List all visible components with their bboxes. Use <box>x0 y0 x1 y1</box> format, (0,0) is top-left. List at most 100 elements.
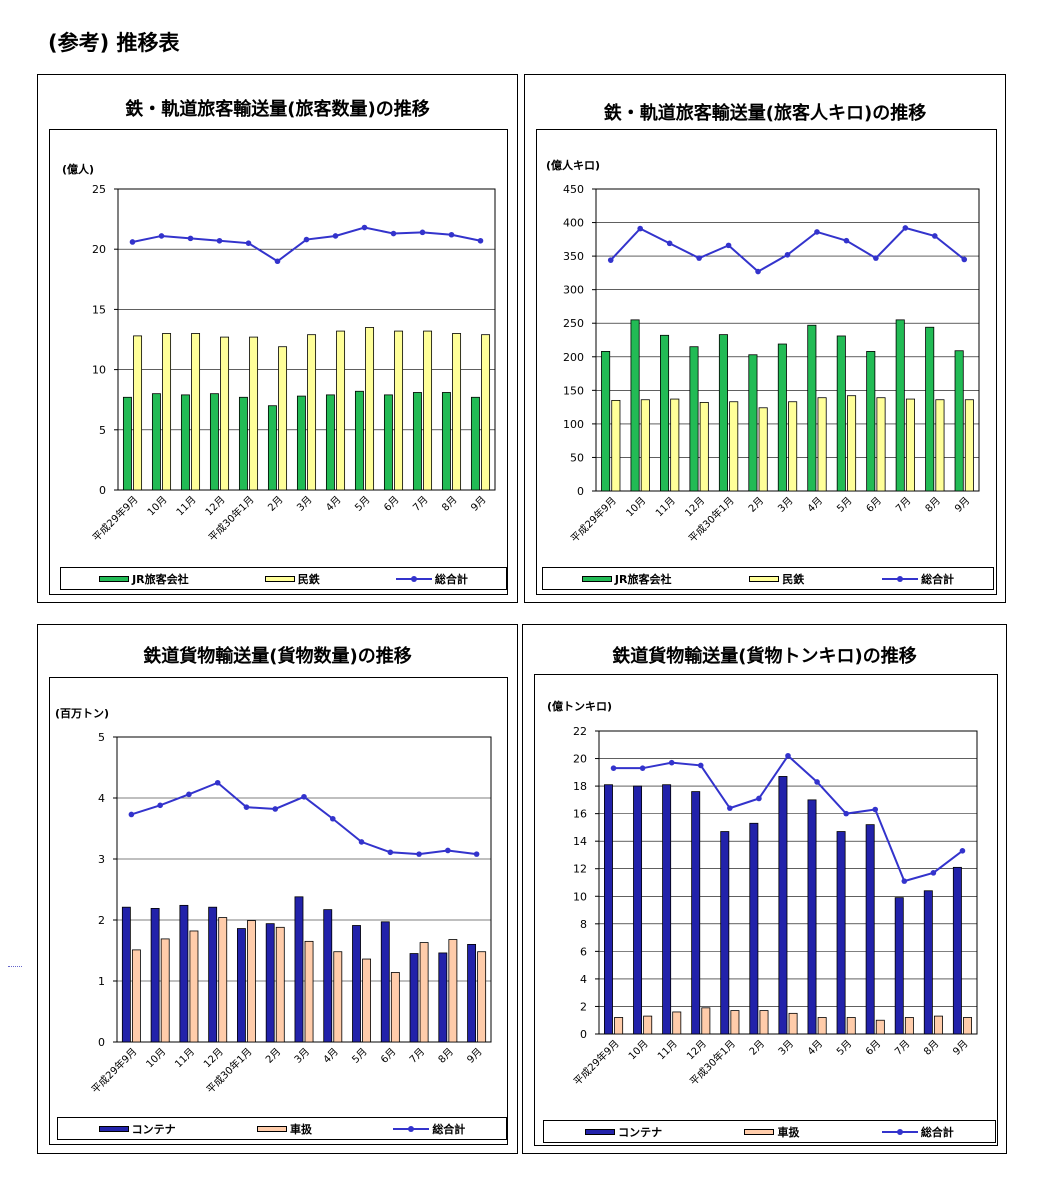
legend-label: コンテナ <box>131 1122 176 1136</box>
chart-panel-freight-tons: 鉄道貨物輸送量(貨物数量)の推移 (百万トン) 0 1 2 3 4 5 平成29年9月 10月… <box>37 624 518 1154</box>
bar <box>952 866 962 1035</box>
legend-item: 総合計 <box>395 571 468 587</box>
legend-swatch <box>749 575 780 582</box>
chart-title: 鉄・軌道旅客輸送量(旅客数量)の推移 <box>125 99 430 120</box>
x-tick-label: 8月 <box>440 494 460 514</box>
x-tick-label: 3月 <box>776 495 796 515</box>
bar <box>672 1011 682 1035</box>
chart-panel-freight-ton-km: 鉄道貨物輸送量(貨物トンキロ)の推移 (億トンキロ) 0 2 4 6 8 10 12 14 16… <box>522 624 1007 1154</box>
bar <box>448 939 458 1043</box>
chart-panel-passenger-km: 鉄・軌道旅客輸送量(旅客人キロ)の推移 (億人キロ) 0 50 100 150 200 2… <box>524 74 1006 603</box>
stray-dotted-mark <box>8 966 22 967</box>
bar <box>189 930 199 1043</box>
y-axis-unit: (億トンキロ) <box>547 700 613 713</box>
line-point <box>387 849 394 856</box>
line-point <box>901 878 908 884</box>
chart-title: 鉄道貨物輸送量(貨物トンキロ)の推移 <box>612 646 917 667</box>
bar <box>777 343 787 492</box>
y-tick-label: 4 <box>98 792 105 805</box>
chart-legend: コンテナ 車扱 総合計 <box>543 1120 996 1143</box>
legend-swatch <box>264 575 295 582</box>
x-tick-label: 4月 <box>324 494 344 514</box>
y-tick-label: 100 <box>563 418 584 431</box>
bar <box>718 334 728 492</box>
x-tick-label: 7月 <box>893 495 913 515</box>
bar <box>380 921 390 1043</box>
bar <box>866 351 876 492</box>
x-tick-label: 9月 <box>951 1038 971 1058</box>
bar <box>846 1017 856 1035</box>
legend-label: 総合計 <box>921 572 955 586</box>
line-point <box>843 237 850 244</box>
legend-swatch <box>744 1128 775 1135</box>
line-point <box>445 847 451 854</box>
bar <box>121 906 131 1043</box>
y-tick-label: 2 <box>580 1000 587 1013</box>
bar <box>699 402 709 492</box>
line-point <box>129 239 136 245</box>
bar <box>614 1017 624 1035</box>
y-tick-label: 16 <box>573 808 587 821</box>
bar <box>954 350 964 492</box>
y-tick-label: 8 <box>580 918 587 931</box>
y-tick-label: 20 <box>92 243 106 256</box>
legend-item: 車扱 <box>744 1124 799 1140</box>
bar <box>162 333 172 491</box>
bar <box>294 896 304 1043</box>
bar <box>383 394 393 491</box>
bar <box>179 904 189 1043</box>
chart-area <box>49 129 508 595</box>
legend-swatch <box>98 1125 129 1132</box>
bar <box>307 334 317 491</box>
bar <box>662 784 672 1035</box>
y-tick-label: 12 <box>573 863 587 876</box>
bar <box>964 399 974 492</box>
x-tick-label: 平成29年9月 <box>571 1037 622 1088</box>
bar <box>467 943 477 1043</box>
bar <box>133 335 143 491</box>
y-tick-label: 2 <box>98 914 105 927</box>
line-point <box>477 237 484 244</box>
legend-label: 民鉄 <box>297 572 320 586</box>
y-tick-label: 10 <box>573 890 587 903</box>
x-tick-label: 8月 <box>436 1046 456 1066</box>
bar <box>419 942 429 1043</box>
legend-item: JR旅客会社 <box>99 571 189 587</box>
bar <box>237 928 246 1043</box>
bar <box>788 1012 798 1035</box>
line-point <box>361 224 368 231</box>
line-point <box>727 805 733 811</box>
chart-legend: JR旅客会社 民鉄 総合計 <box>60 567 507 590</box>
line-point <box>214 779 221 786</box>
y-tick-label: 0 <box>580 1028 587 1041</box>
x-tick-label: 7月 <box>407 1046 427 1066</box>
x-tick-label: 7月 <box>892 1038 912 1058</box>
bar <box>209 393 219 491</box>
chart-area <box>49 677 508 1145</box>
line-point <box>930 870 937 876</box>
line-point <box>158 233 165 239</box>
line-point <box>245 240 252 246</box>
bar <box>758 407 768 492</box>
line-point <box>843 810 849 817</box>
line-point <box>755 268 761 275</box>
bar <box>150 908 160 1043</box>
legend-swatch <box>585 1128 616 1135</box>
x-tick-label: 8月 <box>923 495 943 515</box>
bar <box>778 776 788 1035</box>
line-point <box>358 839 365 845</box>
line-point <box>390 230 397 237</box>
line-point <box>607 257 614 263</box>
bar <box>278 346 288 491</box>
chart-legend: JR旅客会社 民鉄 総合計 <box>542 567 994 590</box>
x-tick-label: 6月 <box>378 1046 398 1066</box>
line-point <box>186 791 192 798</box>
bar <box>390 972 400 1043</box>
bar <box>759 1010 769 1035</box>
bar <box>296 395 306 491</box>
line-point <box>329 815 336 822</box>
legend-item: 総合計 <box>393 1121 465 1137</box>
bar <box>817 1017 827 1035</box>
y-tick-label: 0 <box>577 485 584 498</box>
